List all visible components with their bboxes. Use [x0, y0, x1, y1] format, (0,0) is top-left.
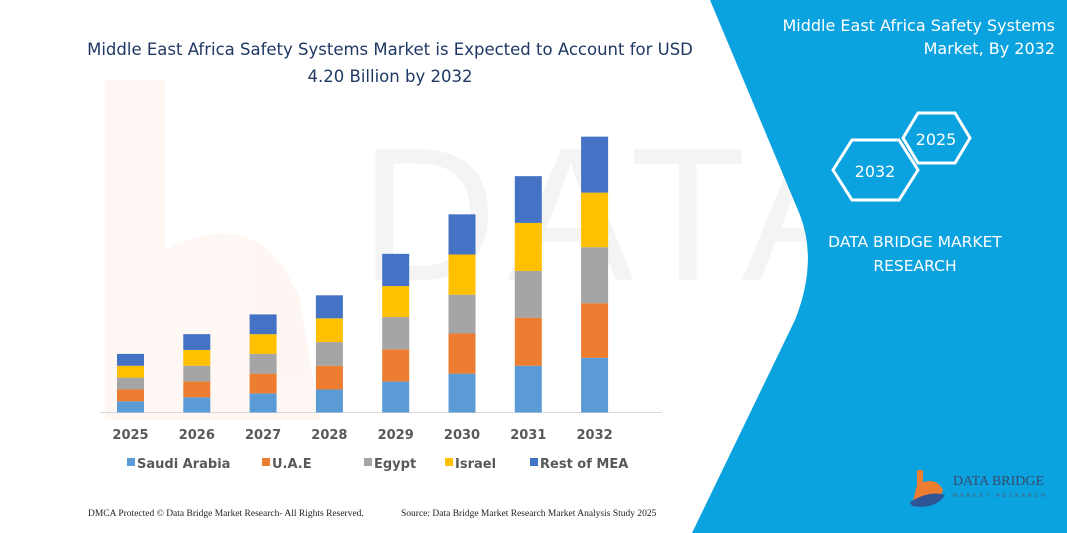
hexagon-2025	[901, 111, 972, 165]
bar-segment-israel-2027	[249, 334, 277, 354]
bar-segment-saudi-arabia-2027	[249, 393, 277, 413]
legend-swatch-rest-of-mea	[530, 458, 538, 466]
brand-line1: DATA BRIDGE MARKET	[828, 233, 1002, 251]
legend-swatch-egypt	[364, 458, 372, 466]
footer-source: Source: Data Bridge Market Research Mark…	[401, 509, 657, 519]
bar-segment-u-a-e-2029	[382, 349, 410, 382]
x-tick-label-2032: 2032	[577, 428, 613, 443]
bar-segment-u-a-e-2028	[315, 365, 343, 390]
bar-segment-rest-of-mea-2032	[581, 136, 609, 193]
logo-subtext: MARKET RESEARCH	[953, 493, 1048, 499]
bar-segment-israel-2025	[117, 365, 144, 378]
bar-segment-israel-2028	[315, 318, 343, 343]
x-tick-label-2031: 2031	[510, 428, 546, 443]
bar-segment-israel-2029	[382, 286, 410, 318]
bar-segment-egypt-2028	[315, 342, 343, 366]
legend-label-rest-of-mea: Rest of MEA	[540, 457, 628, 472]
bar-segment-israel-2032	[581, 192, 609, 248]
bar-segment-egypt-2031	[514, 270, 542, 318]
bar-segment-saudi-arabia-2025	[117, 401, 144, 413]
bar-segment-saudi-arabia-2030	[448, 373, 476, 413]
logo-text: DATA BRIDGE	[953, 474, 1045, 489]
side-panel	[692, 0, 1067, 533]
bar-segment-u-a-e-2031	[514, 317, 542, 366]
bar-segment-u-a-e-2030	[448, 333, 476, 374]
bar-segment-rest-of-mea-2025	[117, 353, 144, 366]
hex-2032-label: 2032	[855, 162, 896, 181]
footer-copyright: DMCA Protected © Data Bridge Market Rese…	[88, 509, 364, 519]
legend-swatch-israel	[445, 458, 453, 466]
bar-segment-egypt-2026	[183, 365, 211, 382]
bar-segment-u-a-e-2032	[581, 303, 609, 358]
bar-segment-egypt-2030	[448, 294, 476, 334]
legend-label-u-a-e: U.A.E	[272, 457, 312, 472]
bar-segment-u-a-e-2026	[183, 381, 211, 398]
x-tick-label-2030: 2030	[444, 428, 480, 443]
bar-segment-saudi-arabia-2032	[581, 357, 609, 413]
chart-title-line1: Middle East Africa Safety Systems Market…	[87, 40, 693, 59]
bar-segment-egypt-2029	[382, 317, 410, 350]
bar-segment-rest-of-mea-2031	[514, 176, 542, 223]
bar-segment-israel-2026	[183, 349, 211, 366]
bar-segment-u-a-e-2027	[249, 373, 277, 394]
chart-title: Middle East Africa Safety Systems Market…	[80, 36, 700, 90]
bar-segment-egypt-2025	[117, 377, 144, 390]
brand-name: DATA BRIDGE MARKET RESEARCH	[815, 230, 1015, 278]
legend-label-egypt: Egypt	[374, 457, 416, 472]
bar-segment-rest-of-mea-2028	[315, 295, 343, 319]
legend-swatch-saudi-arabia	[127, 458, 135, 466]
x-tick-label-2027: 2027	[245, 428, 281, 443]
side-panel-title-line1: Middle East Africa Safety Systems	[782, 16, 1055, 35]
stacked-bar-chart: 2025 2026 2027 2028 2029 2030 2031 2032 Saudi Ar…	[100, 136, 662, 472]
side-panel-title: Middle East Africa Safety Systems Market…	[735, 14, 1055, 60]
hex-2025-label: 2025	[916, 130, 957, 149]
legend-label-saudi-arabia: Saudi Arabia	[137, 457, 230, 472]
legend-label-israel: Israel	[455, 457, 496, 472]
hexagon-2032	[831, 138, 920, 202]
bar-segment-israel-2031	[514, 222, 542, 271]
bar-segment-saudi-arabia-2028	[315, 389, 343, 413]
bar-segment-rest-of-mea-2026	[183, 334, 211, 350]
brand-line2: RESEARCH	[873, 257, 957, 275]
bar-segment-rest-of-mea-2030	[448, 214, 476, 255]
x-tick-label-2028: 2028	[311, 428, 347, 443]
bar-segment-u-a-e-2025	[117, 389, 144, 402]
bar-segment-rest-of-mea-2029	[382, 253, 410, 287]
side-panel-title-line2: Market, By 2032	[923, 39, 1055, 58]
bar-segment-egypt-2027	[249, 353, 277, 374]
x-tick-label-2025: 2025	[112, 428, 148, 443]
bar-segment-egypt-2032	[581, 247, 609, 304]
bar-segment-saudi-arabia-2029	[382, 381, 410, 413]
data-bridge-logo-icon	[910, 470, 945, 507]
chart-title-line2: 4.20 Billion by 2032	[307, 67, 473, 86]
legend-swatch-u-a-e	[262, 458, 270, 466]
x-tick-label-2026: 2026	[179, 428, 215, 443]
bar-segment-israel-2030	[448, 254, 476, 295]
bar-segment-saudi-arabia-2026	[183, 397, 211, 413]
x-tick-label-2029: 2029	[378, 428, 414, 443]
bar-segment-saudi-arabia-2031	[514, 365, 542, 413]
bar-segment-rest-of-mea-2027	[249, 314, 277, 335]
